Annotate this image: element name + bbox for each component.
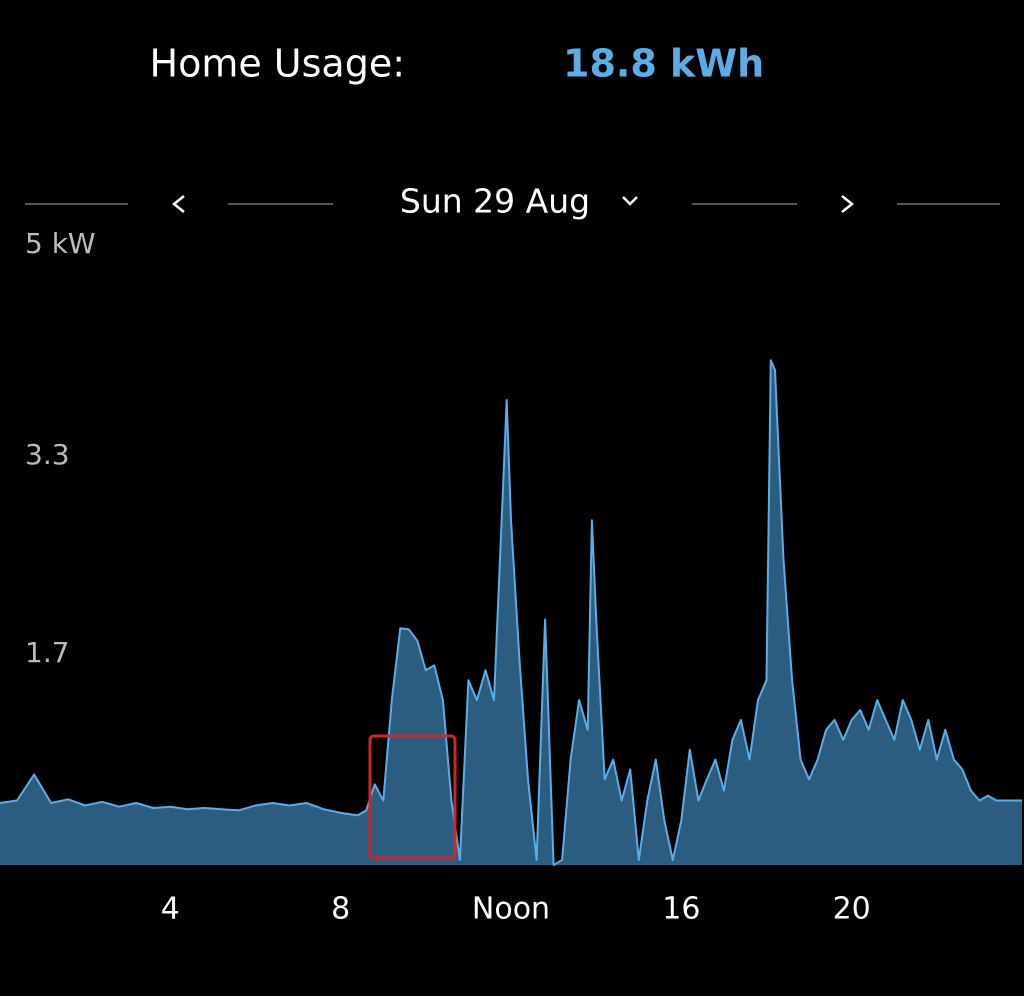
x-tick-label: 20 bbox=[833, 892, 871, 927]
date-dropdown[interactable] bbox=[622, 196, 638, 206]
highlight-box bbox=[368, 734, 457, 860]
date[interactable]: Sun 29 Aug bbox=[400, 182, 590, 221]
x-tick-label: 4 bbox=[161, 892, 180, 927]
total: 18.8 kWh bbox=[563, 42, 764, 86]
y-tick-label: 5 kW bbox=[25, 227, 96, 260]
x-tick-label: Noon bbox=[472, 892, 550, 927]
x-tick-label: 8 bbox=[331, 892, 350, 927]
chart-title: Home Usage: bbox=[150, 42, 406, 86]
y-tick-label: 3.3 bbox=[25, 438, 70, 471]
y-tick-label: 1.7 bbox=[25, 636, 70, 669]
prev-button[interactable] bbox=[171, 195, 185, 213]
x-tick-label: 16 bbox=[662, 892, 700, 927]
area bbox=[0, 360, 1022, 865]
line bbox=[0, 359, 1022, 866]
next-button[interactable] bbox=[841, 195, 855, 213]
